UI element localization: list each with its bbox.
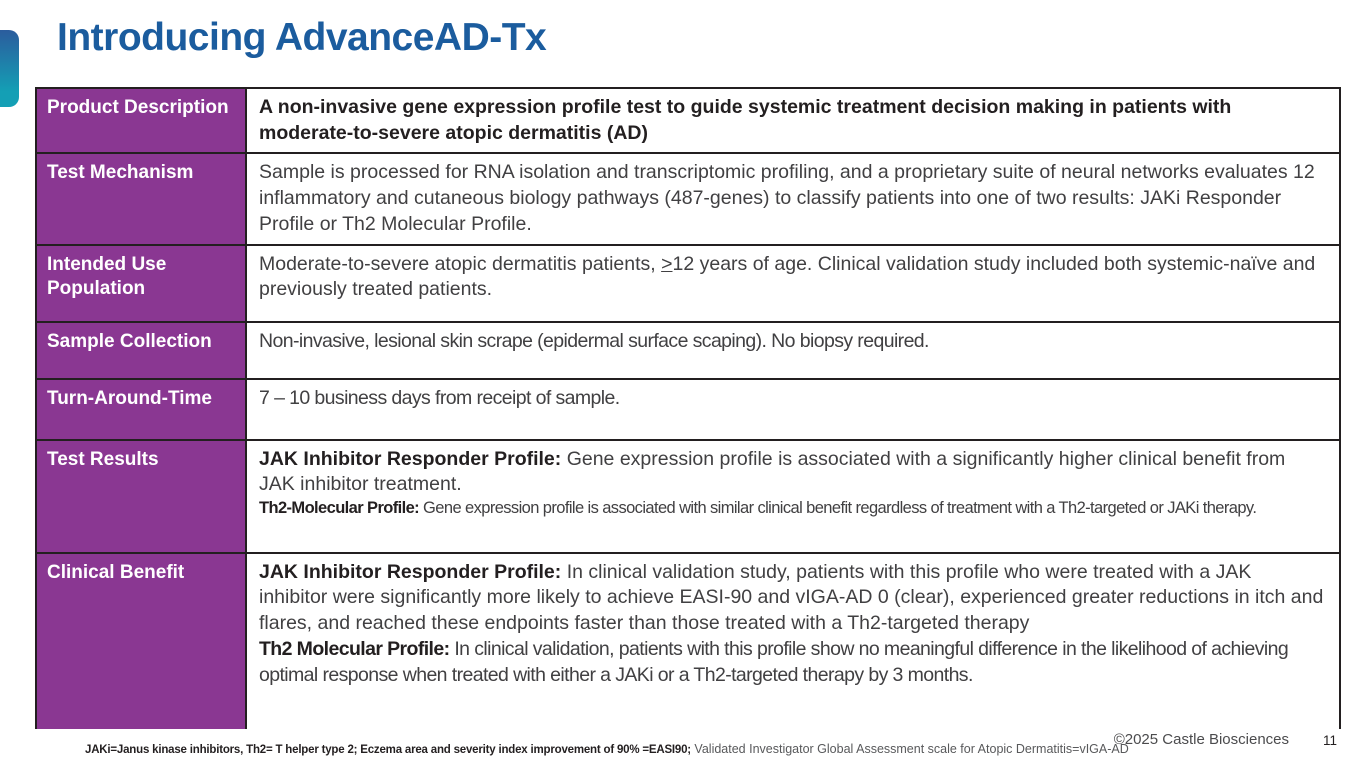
row-label-cell: Test Results bbox=[35, 438, 247, 554]
text-segment: Non-invasive, lesional skin scrape (epid… bbox=[259, 329, 929, 352]
table-row: Intended Use Population Moderate-to-sever… bbox=[35, 243, 1341, 323]
text-segment: 12 years of age. Clinical validation stu… bbox=[259, 252, 1316, 301]
paragraph: Non-invasive, lesional skin scrape (epid… bbox=[259, 329, 1325, 355]
footnote-viga-definition: Validated Investigator Global Assessment… bbox=[690, 742, 1129, 756]
text-segment: In clinical validation, patients with th… bbox=[259, 637, 1289, 686]
row-content-cell: JAK Inhibitor Responder Profile: Gene ex… bbox=[245, 438, 1341, 554]
text-segment: Th2 Molecular Profile: bbox=[259, 637, 450, 660]
text-segment: A non-invasive gene expression profile t… bbox=[259, 96, 1232, 144]
table-row: Turn-Around-Time 7 – 10 business days fro… bbox=[35, 377, 1341, 441]
product-spec-table: Product Description A non-invasive gene e… bbox=[35, 86, 1341, 729]
text-segment: Gene expression profile is associated wi… bbox=[259, 447, 1286, 496]
text-segment: Moderate-to-severe atopic dermatitis pat… bbox=[259, 252, 662, 275]
row-content-cell: JAK Inhibitor Responder Profile: In clin… bbox=[245, 551, 1341, 729]
text-segment: > bbox=[661, 252, 673, 275]
text-segment: Th2-Molecular Profile: bbox=[259, 499, 420, 518]
text-segment: In clinical validation study, patients w… bbox=[259, 560, 1324, 635]
row-label-cell: Product Description bbox=[35, 86, 247, 155]
paragraph: Moderate-to-severe atopic dermatitis pat… bbox=[259, 252, 1325, 303]
table-row: Clinical Benefit JAK Inhibitor Responder … bbox=[35, 551, 1341, 729]
footnote: JAKi=Janus kinase inhibitors, Th2= T hel… bbox=[85, 740, 1129, 758]
row-label-cell: Sample Collection bbox=[35, 320, 247, 380]
paragraph: Sample is processed for RNA isolation an… bbox=[259, 160, 1325, 237]
paragraph: Th2 Molecular Profile: In clinical valid… bbox=[259, 637, 1325, 688]
table-row: Product Description A non-invasive gene e… bbox=[35, 86, 1341, 155]
footnote-abbreviations: JAKi=Janus kinase inhibitors, Th2= T hel… bbox=[85, 744, 691, 756]
text-segment: Sample is processed for RNA isolation an… bbox=[259, 161, 1315, 235]
row-label-cell: Intended Use Population bbox=[35, 243, 247, 323]
row-label-cell: Clinical Benefit bbox=[35, 551, 247, 729]
paragraph: 7 – 10 business days from receipt of sam… bbox=[259, 386, 1325, 412]
row-content-cell: Moderate-to-severe atopic dermatitis pat… bbox=[245, 243, 1341, 323]
row-content-cell: Non-invasive, lesional skin scrape (epid… bbox=[245, 320, 1341, 380]
text-segment: 7 – 10 business days from receipt of sam… bbox=[259, 386, 620, 409]
paragraph: A non-invasive gene expression profile t… bbox=[259, 95, 1325, 146]
page-title: Introducing AdvanceAD-Tx bbox=[57, 16, 547, 59]
copyright-text: ©2025 Castle Biosciences bbox=[1113, 731, 1289, 748]
page-number: 11 bbox=[1322, 733, 1337, 748]
paragraph: JAK Inhibitor Responder Profile: Gene ex… bbox=[259, 447, 1325, 498]
row-content-cell: Sample is processed for RNA isolation an… bbox=[245, 152, 1341, 246]
row-label-cell: Turn-Around-Time bbox=[35, 377, 247, 441]
accent-tab-decoration bbox=[0, 30, 19, 107]
text-segment: JAK Inhibitor Responder Profile: bbox=[259, 560, 562, 583]
table-row: Test Results JAK Inhibitor Responder Prof… bbox=[35, 438, 1341, 554]
paragraph: JAK Inhibitor Responder Profile: In clin… bbox=[259, 560, 1325, 637]
row-content-cell: 7 – 10 business days from receipt of sam… bbox=[245, 377, 1341, 441]
text-segment: Gene expression profile is associated wi… bbox=[419, 499, 1257, 518]
spec-table-body: Product Description A non-invasive gene e… bbox=[35, 86, 1341, 729]
row-label-cell: Test Mechanism bbox=[35, 152, 247, 246]
table-row: Sample Collection Non-invasive, lesional … bbox=[35, 320, 1341, 380]
table-row: Test Mechanism Sample is processed for RN… bbox=[35, 152, 1341, 246]
paragraph: Th2-Molecular Profile: Gene expression p… bbox=[259, 498, 1325, 519]
row-content-cell: A non-invasive gene expression profile t… bbox=[245, 86, 1341, 155]
text-segment: JAK Inhibitor Responder Profile: bbox=[259, 447, 562, 470]
